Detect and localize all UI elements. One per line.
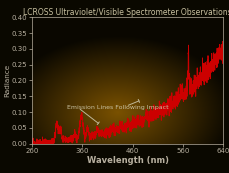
Title: LCROSS Ultraviolet/Visible Spectrometer Observations: LCROSS Ultraviolet/Visible Spectrometer … xyxy=(23,7,229,17)
Text: Emission Lines Following Impact: Emission Lines Following Impact xyxy=(66,105,167,110)
X-axis label: Wavelength (nm): Wavelength (nm) xyxy=(86,156,168,165)
Y-axis label: Radiance: Radiance xyxy=(4,64,10,97)
